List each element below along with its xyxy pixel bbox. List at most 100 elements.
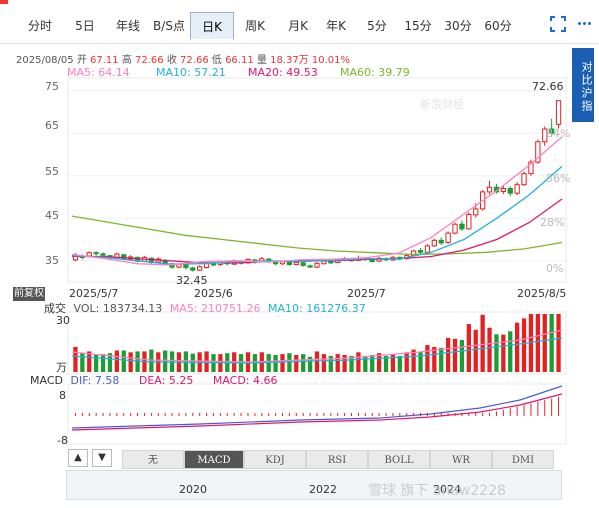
indicator-tab-2[interactable]: KDJ (244, 450, 306, 469)
volume-bar (149, 349, 154, 372)
volume-bar (487, 327, 492, 372)
candle-body (514, 184, 520, 194)
scroll-down-button[interactable]: ▼ (92, 449, 112, 467)
candle-body (300, 262, 306, 266)
volume-bar (432, 346, 437, 372)
volume-bar (418, 351, 423, 372)
candle-body (417, 250, 424, 253)
tab-4[interactable]: 日K (190, 12, 234, 40)
price-tick: 35 (45, 254, 59, 267)
candle-body (542, 128, 548, 143)
vol-ma5-line (71, 329, 563, 363)
volume-bar (266, 354, 271, 372)
xueqiu-watermark: 雪球 旗下 anaw2228 (368, 483, 507, 499)
indicator-tab-5[interactable]: WR (430, 450, 492, 469)
period-tabs: 分时 5日 年线 B/S点 日K 周K 月K 年K 5分 15分 30分 60分 (0, 8, 599, 44)
pct-tick: 56% (546, 172, 571, 185)
volume-bar (301, 354, 306, 372)
vol-value: VOL: 183734.13 (73, 302, 163, 315)
volume-bar (80, 353, 85, 372)
candle-body (121, 254, 127, 260)
candle-body (197, 266, 203, 271)
candle-body (535, 141, 541, 163)
macd-tick: 8 (59, 389, 66, 402)
scroll-up-button[interactable]: ▲ (68, 449, 88, 467)
volume-bar (397, 355, 402, 372)
volume-bar (280, 354, 285, 372)
volume-bar (73, 346, 78, 372)
date-tick: 2025/7 (347, 287, 386, 300)
candle-body (307, 265, 313, 268)
compare-index-button[interactable]: 对比沪指 (572, 48, 594, 122)
indicator-tab-0[interactable]: 无 (122, 450, 184, 469)
candle-body (473, 208, 479, 216)
volume-bar (100, 354, 106, 372)
volume-bar (542, 314, 547, 372)
tab-10[interactable]: 30分 (444, 19, 472, 33)
indicator-tab-1[interactable]: MACD (184, 450, 244, 469)
volume-bar (273, 355, 278, 372)
macd-value: MACD: 4.66 (212, 374, 278, 387)
pct-tick: 84% (546, 127, 571, 140)
history-navigator[interactable]: 2020 2022 2024 (66, 470, 562, 500)
tab-7[interactable]: 年K (326, 19, 346, 33)
indicator-tab-4[interactable]: BOLL (368, 450, 430, 469)
candle-body (445, 232, 451, 243)
ma60-label: MA60: 39.79 (340, 66, 410, 79)
volume-bar (494, 334, 499, 372)
price-tick: 65 (45, 119, 59, 132)
volume-panel-border (67, 311, 567, 375)
quote-date: 2025/08/05 (16, 55, 74, 66)
candle-body (190, 267, 196, 271)
candle-body (328, 261, 334, 264)
volume-legend: 成交 VOL: 183734.13 MA5: 210751.26 MA10: 1… (44, 300, 366, 316)
volume-bar (549, 314, 554, 372)
tab-8[interactable]: 5分 (367, 19, 387, 33)
candle-body (507, 188, 513, 194)
open-price: 67.11 (90, 55, 119, 66)
tab-6[interactable]: 月K (288, 19, 308, 33)
candle-body (272, 261, 279, 265)
high-price: 72.66 (135, 55, 164, 66)
ma10-line (71, 165, 563, 265)
candle-body (203, 263, 210, 269)
date-tick: 2025/5/7 (69, 287, 119, 300)
macd-panel-border (67, 383, 567, 445)
pct-tick: 0% (546, 262, 564, 275)
volume-bar (114, 350, 119, 372)
volume-bar (556, 314, 561, 372)
tab-5[interactable]: 周K (245, 19, 265, 33)
candle-body (86, 252, 92, 257)
nav-year: 2022 (309, 483, 337, 496)
tab-2[interactable]: 年线 (115, 19, 140, 33)
indicator-tab-3[interactable]: RSI (306, 450, 368, 469)
fullscreen-icon[interactable] (550, 16, 566, 32)
price-panel-border (67, 77, 567, 283)
indicator-tab-6[interactable]: DMI (492, 450, 554, 469)
tab-1[interactable]: 5日 (75, 19, 95, 33)
volume-bar (335, 354, 340, 372)
adjust-mode-button[interactable]: 前复权 (13, 287, 45, 301)
top-strip (0, 0, 599, 6)
tab-11[interactable]: 60分 (484, 19, 512, 33)
more-options-icon[interactable] (578, 22, 592, 26)
macd-tick: -8 (57, 434, 68, 447)
tab-0[interactable]: 分时 (27, 19, 52, 33)
macd-dif: DIF: 7.58 (70, 374, 120, 387)
tab-9[interactable]: 15分 (404, 19, 432, 33)
volume-bar (314, 351, 320, 372)
volume-bar (480, 314, 485, 372)
candle-body (500, 188, 506, 192)
volume-bar (411, 349, 416, 372)
volume-bar (128, 352, 133, 372)
indicator-tabs: 无 MACD KDJ RSI BOLL WR DMI (66, 450, 562, 470)
ma20-line (72, 198, 563, 264)
change-pct: 10.01% (311, 55, 351, 66)
volume-title: 成交 (44, 302, 66, 315)
tab-3[interactable]: B/S点 (153, 19, 185, 33)
ma60-line (71, 215, 563, 256)
nav-year: 2024 (433, 483, 461, 496)
volume-bar (466, 324, 471, 372)
